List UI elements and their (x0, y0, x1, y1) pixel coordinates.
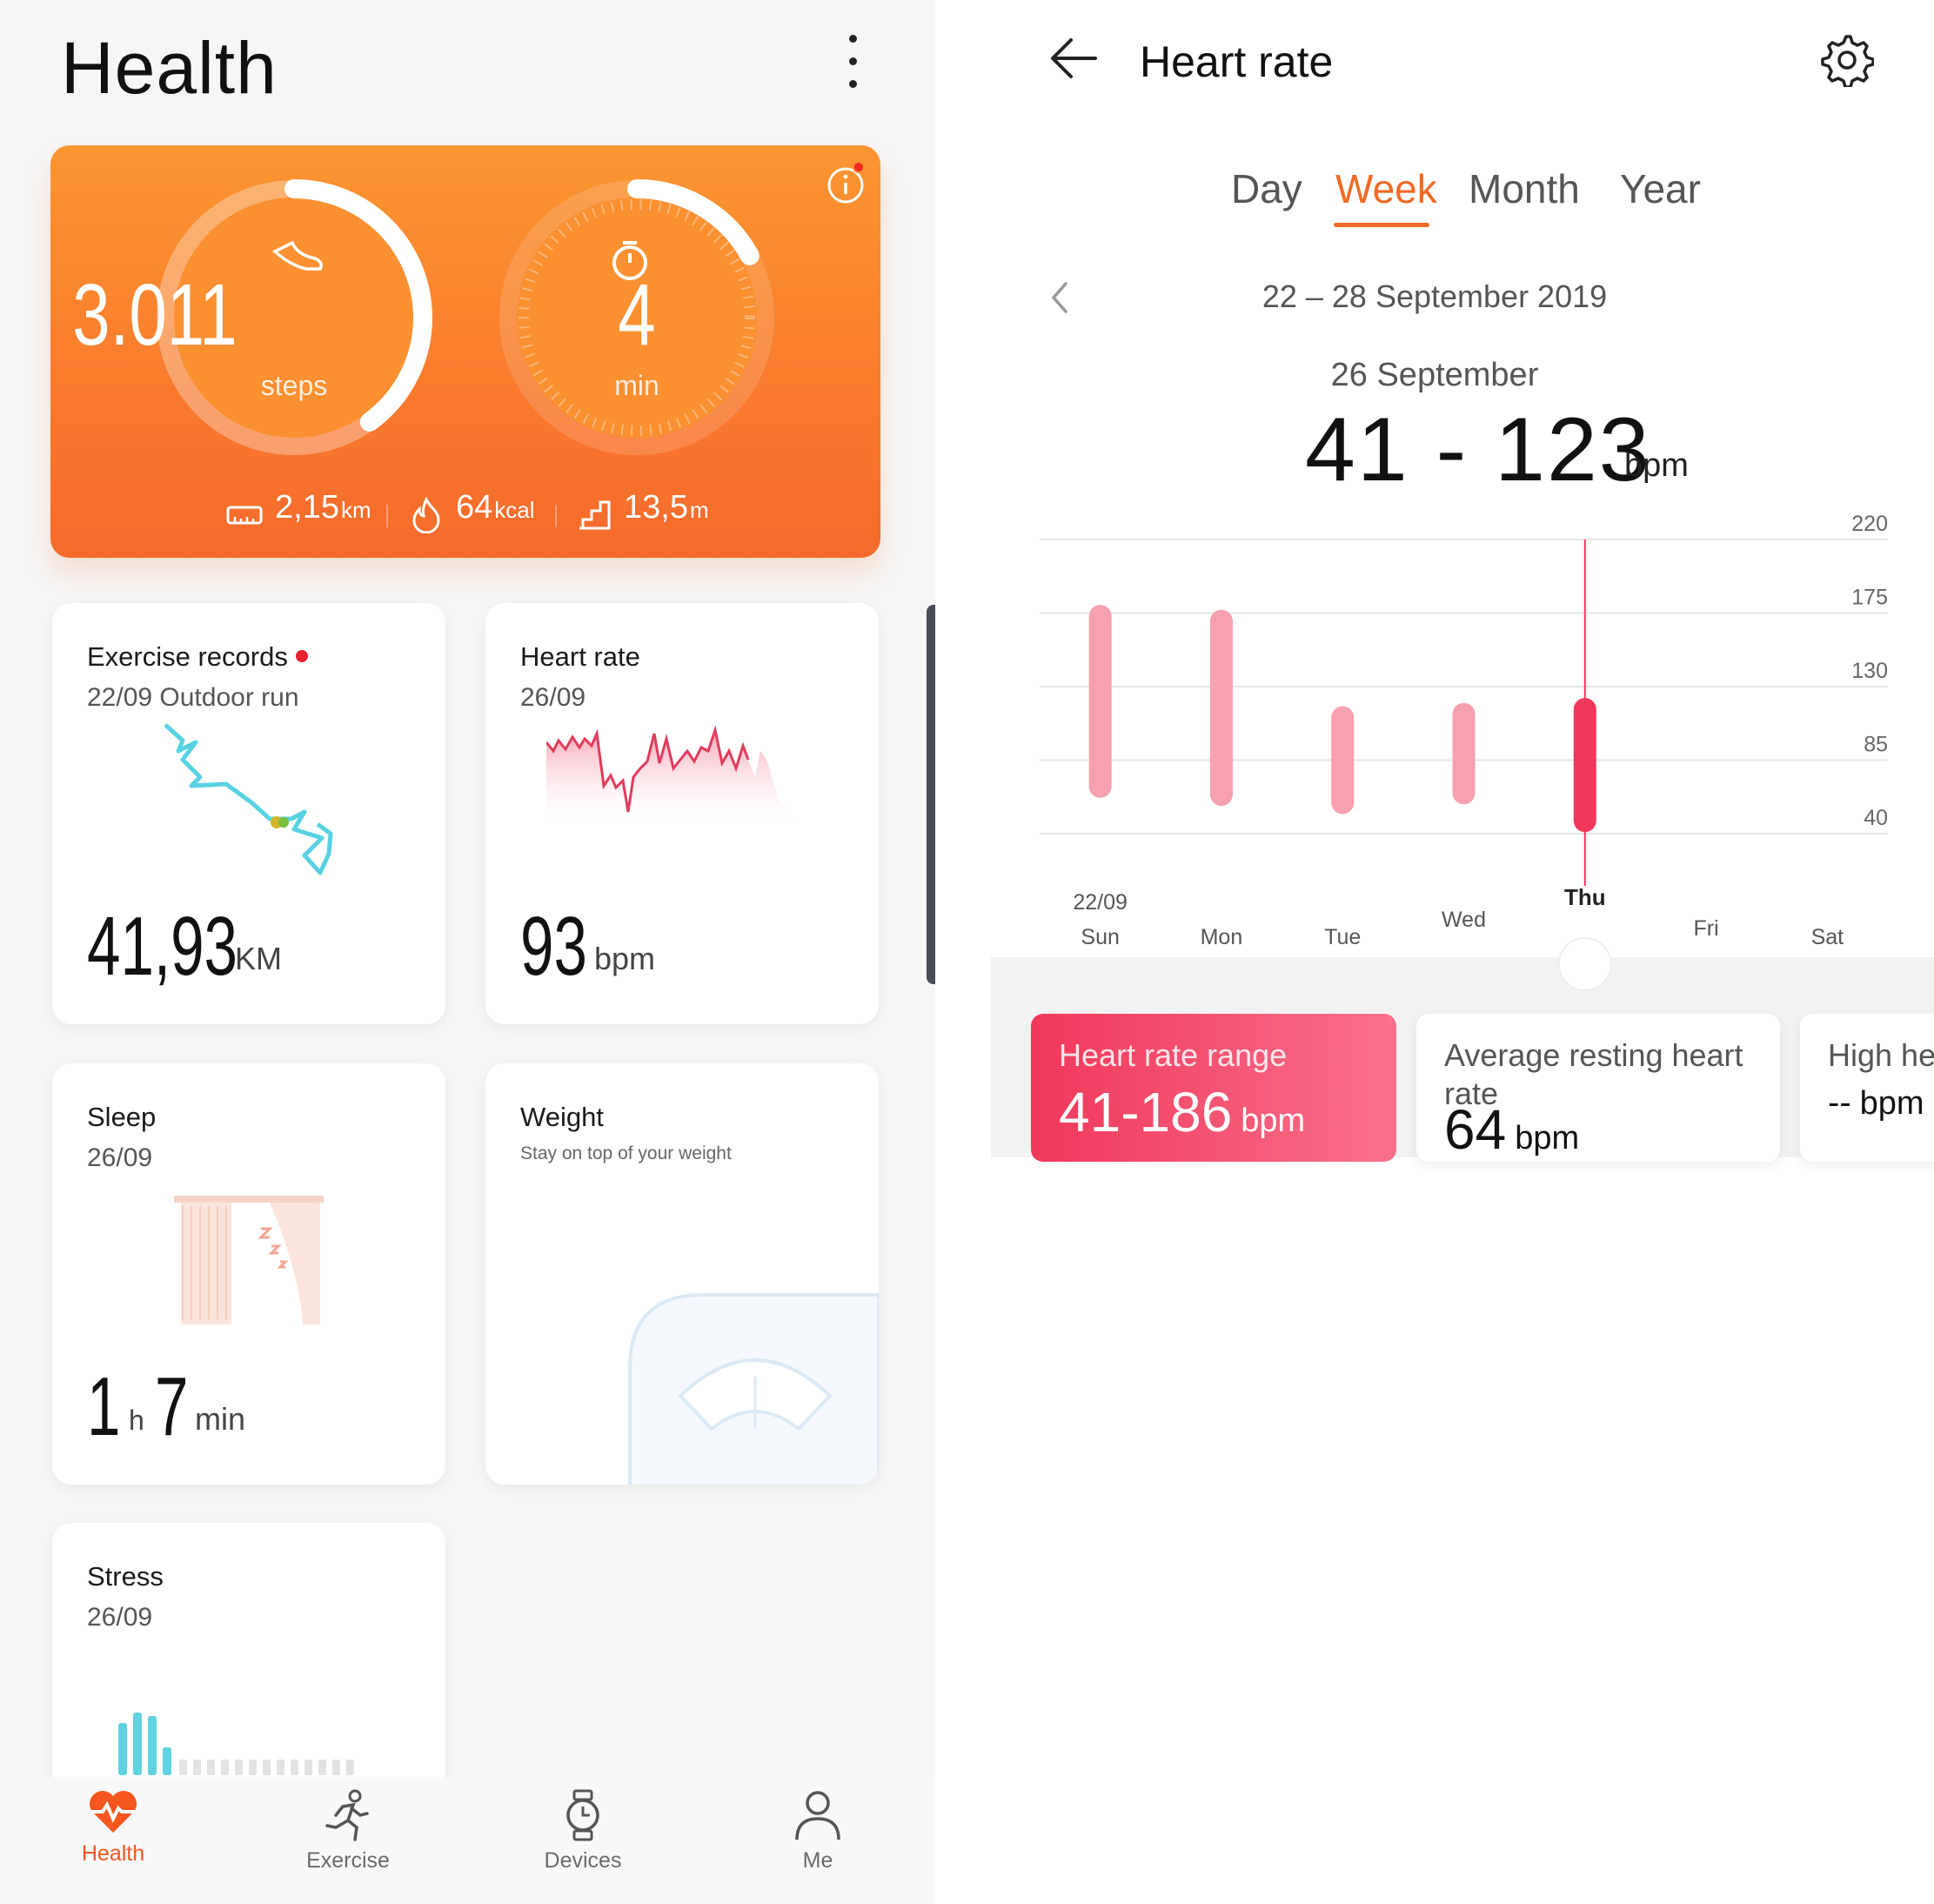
x-tick-label: 22/09 (1073, 890, 1128, 915)
minutes-progress-arc (499, 179, 775, 456)
heart-rate-range-card[interactable]: Heart rate range 41-186 bpm (1031, 1014, 1396, 1162)
tile-subtitle: Stay on top of your weight (520, 1143, 732, 1163)
climb-stat: 13,5 m (577, 489, 709, 541)
tile-subtitle: 26/09 (87, 1143, 153, 1172)
tile-subtitle: 26/09 (87, 1603, 153, 1632)
sleep-minutes-value: 7 (155, 1360, 189, 1453)
activity-summary-card[interactable]: 3.011 steps 4 min 2,15 km 64 kcal 13,5 m (50, 145, 880, 558)
flame-icon (412, 497, 440, 533)
gear-icon[interactable] (1818, 31, 1874, 87)
selected-range-unit: bpm (1624, 447, 1689, 484)
back-arrow-icon[interactable] (1048, 33, 1099, 84)
active-tab-indicator (1334, 223, 1429, 227)
sleep-tile[interactable]: Sleep 26/09 1 h 7 min (52, 1063, 445, 1485)
selected-date: 26 September (1330, 357, 1539, 393)
tab-month[interactable]: Month (1469, 166, 1580, 211)
heart-rate-sparkline (546, 725, 807, 829)
nav-devices[interactable]: Devices (496, 1789, 670, 1874)
weight-tile[interactable]: Weight Stay on top of your weight (485, 1063, 879, 1485)
y-tick-label: 85 (1864, 733, 1888, 757)
distance-stat: 2,15 km (226, 489, 371, 541)
new-record-dot (296, 650, 308, 662)
date-range: 22 – 28 September 2019 (1261, 278, 1608, 314)
sleep-minutes-unit: min (195, 1401, 246, 1437)
y-tick-label: 220 (1851, 512, 1888, 536)
selected-range-value: 41 - 123 (1305, 399, 1651, 500)
steps-unit: steps (260, 370, 328, 401)
tile-title: Heart rate (520, 641, 640, 672)
screen-divider (927, 605, 937, 984)
curtain-icon (174, 1196, 324, 1324)
chevron-left-icon[interactable] (1047, 280, 1073, 315)
nav-health[interactable]: Health (26, 1789, 200, 1867)
page-title: Health (61, 27, 278, 109)
exercise-records-tile[interactable]: Exercise records 22/09 Outdoor run 41,93… (52, 603, 445, 1024)
ruler-icon (226, 506, 263, 525)
chart-bar (1209, 609, 1233, 807)
stress-bars (118, 1713, 354, 1775)
notification-dot (853, 161, 865, 173)
bottom-navigation: Health Exercise Devices Me (0, 1777, 935, 1904)
tile-title: Stress (87, 1561, 164, 1592)
activity-rings (156, 179, 775, 456)
x-tick-label: Mon (1201, 925, 1243, 949)
tile-subtitle: 26/09 (520, 683, 586, 712)
heart-rate-week-chart[interactable]: 220 175 130 85 40 22/09 Sun Mon Tue Wed Thu Fri Sat (935, 505, 1934, 992)
shoe-icon (271, 240, 323, 271)
tile-title: Sleep (87, 1102, 157, 1132)
tile-title: Exercise records (87, 641, 288, 672)
x-tick-label: Tue (1324, 925, 1361, 949)
steps-progress-arc (156, 179, 432, 456)
steps-value: 3.011 (72, 266, 238, 364)
running-icon (325, 1789, 369, 1841)
stairs-icon (579, 500, 611, 530)
person-icon (795, 1791, 840, 1840)
heart-rate-tile[interactable]: Heart rate 26/09 93 bpm (485, 603, 879, 1024)
calories-stat: 64 kcal (409, 489, 535, 541)
page-title: Heart rate (1140, 37, 1334, 86)
heart-rate-value: 93 (520, 900, 587, 993)
y-tick-label: 40 (1864, 806, 1888, 830)
y-tick-label: 130 (1851, 659, 1888, 683)
minutes-value: 4 (618, 266, 656, 364)
heart-rate-unit: bpm (594, 941, 656, 976)
chart-bar (1573, 698, 1596, 833)
tile-subtitle: 22/09 Outdoor run (87, 683, 299, 712)
run-route-map (164, 723, 333, 875)
chart-bar (1452, 702, 1476, 805)
chart-bar (1331, 706, 1355, 815)
stopwatch-icon (612, 241, 647, 280)
x-tick-label: Sat (1811, 925, 1844, 949)
minutes-unit: min (614, 370, 659, 401)
scale-icon (628, 1293, 879, 1485)
tab-day[interactable]: Day (1231, 166, 1302, 211)
y-tick-label: 175 (1851, 586, 1888, 610)
selection-knob (1557, 937, 1612, 991)
activity-stats: 2,15 km 64 kcal 13,5 m (50, 489, 880, 541)
health-screen: Health 3.011 steps 4 min (0, 0, 935, 1904)
more-options-icon[interactable] (837, 35, 868, 94)
sleep-hours-unit: h (129, 1405, 144, 1436)
watch-icon (566, 1789, 599, 1841)
heart-rate-screen: Heart rate Day Week Month Year 22 – 28 S… (935, 0, 1934, 1904)
x-tick-label: Thu (1564, 884, 1606, 910)
sleep-hours-value: 1 (87, 1360, 121, 1453)
tile-title: Weight (520, 1102, 604, 1132)
x-tick-label: Sun (1081, 925, 1119, 949)
tab-year[interactable]: Year (1620, 166, 1701, 211)
heart-pulse-icon (90, 1791, 137, 1833)
tab-week[interactable]: Week (1335, 166, 1437, 211)
x-tick-label: Fri (1693, 916, 1718, 941)
chart-bar (1088, 605, 1112, 798)
x-tick-label: Wed (1442, 908, 1486, 932)
distance-value: 41,93 (87, 900, 238, 993)
nav-me[interactable]: Me (731, 1789, 905, 1874)
info-icon[interactable] (825, 164, 867, 206)
distance-unit: KM (235, 941, 282, 976)
nav-exercise[interactable]: Exercise (261, 1789, 435, 1874)
high-heart-rate-card[interactable]: High he -- bpm (1800, 1014, 1934, 1162)
resting-heart-rate-card[interactable]: Average resting heart rate 64 bpm (1416, 1014, 1780, 1162)
